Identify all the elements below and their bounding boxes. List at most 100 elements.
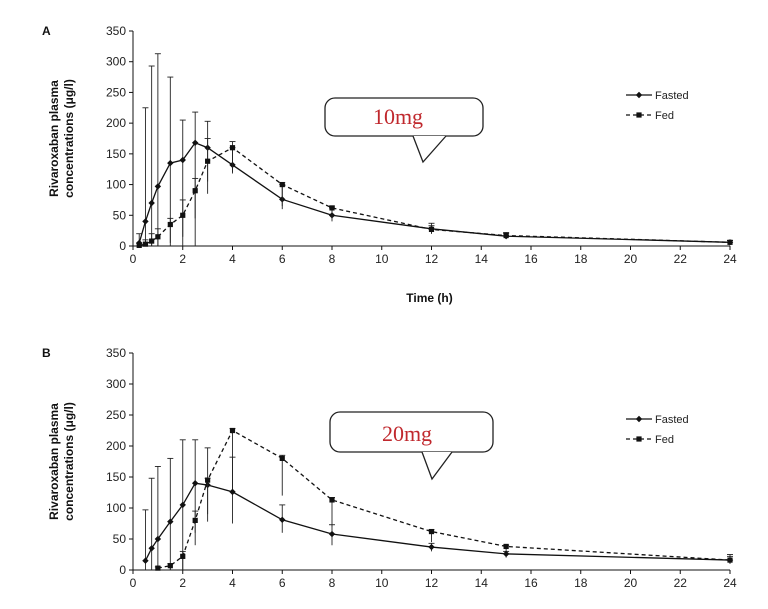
fasted-point-6 — [191, 139, 199, 146]
fasted-point-0 — [142, 557, 149, 564]
legend: Fasted Fed — [626, 90, 689, 122]
fasted-point-7 — [229, 488, 236, 496]
fasted-point-3 — [154, 183, 162, 190]
fasted-point-1 — [142, 218, 149, 225]
legend-fed-label: Fed — [655, 110, 674, 122]
fasted-point-10 — [428, 543, 435, 551]
legend: Fasted Fed — [626, 414, 689, 446]
y-axis-title: Rivaroxaban plasmaconcentrations (μg/l) — [47, 79, 76, 198]
y-tick-label: 350 — [106, 346, 126, 360]
y-tick-label: 0 — [119, 563, 126, 577]
legend-fed-label: Fed — [655, 434, 674, 446]
fed-point-5 — [180, 212, 186, 218]
fed-point-7 — [205, 158, 211, 164]
x-tick-label: 24 — [723, 576, 737, 590]
fasted-line — [144, 482, 731, 561]
x-axis-title: Time (h) — [406, 291, 452, 305]
fed-point-2 — [180, 553, 186, 559]
x-tick-label: 6 — [279, 252, 286, 266]
fed-point-legend — [636, 436, 642, 442]
y-tick-label: 250 — [106, 85, 126, 99]
fasted-point-5 — [179, 156, 186, 164]
fasted-point-9 — [328, 530, 336, 538]
dose-callout: 10mg — [324, 97, 484, 164]
fasted-point-3 — [167, 518, 174, 525]
fed-point-1 — [167, 563, 173, 569]
fed-point-6 — [279, 455, 285, 461]
fed-point-3 — [192, 517, 198, 523]
y-tick-label: 150 — [106, 470, 126, 484]
y-tick-label: 200 — [106, 116, 126, 130]
fed-point-legend — [636, 112, 642, 118]
fasted-point-8 — [279, 516, 286, 523]
x-tick-label: 18 — [574, 576, 588, 590]
fasted-point-4 — [179, 501, 186, 509]
fed-point-6 — [192, 188, 198, 194]
fasted-point-2 — [154, 535, 162, 543]
y-tick-label: 350 — [106, 24, 126, 38]
fed-point-2 — [149, 238, 155, 244]
fed-point-8 — [229, 145, 236, 151]
x-tick-label: 10 — [375, 576, 389, 590]
fed-point-13 — [727, 239, 733, 245]
x-tick-label: 14 — [475, 252, 489, 266]
callout-tail — [421, 451, 453, 481]
fed-point-4 — [205, 477, 211, 483]
y-tick-label: 100 — [106, 501, 126, 515]
x-tick-label: 16 — [524, 252, 538, 266]
legend-fasted-label: Fasted — [655, 414, 689, 426]
x-tick-label: 8 — [329, 252, 336, 266]
x-tick-label: 12 — [425, 576, 439, 590]
x-tick-label: 6 — [279, 576, 286, 590]
y-tick-label: 100 — [106, 178, 126, 192]
y-tick-label: 50 — [113, 532, 127, 546]
callout-text: 20mg — [382, 421, 432, 446]
fasted-point-5 — [191, 480, 199, 487]
y-tick-label: 0 — [119, 239, 126, 253]
y-tick-label: 250 — [106, 408, 126, 422]
x-tick-label: 0 — [130, 252, 137, 266]
fasted-point-4 — [167, 159, 174, 167]
x-tick-label: 24 — [723, 252, 737, 266]
fed-point-12 — [503, 232, 509, 239]
fed-point-1 — [142, 241, 149, 247]
callout-text: 10mg — [373, 104, 423, 129]
fasted-point-legend — [635, 415, 643, 423]
panel-label: A — [42, 24, 51, 38]
x-tick-label: 22 — [674, 576, 688, 590]
x-tick-label: 4 — [229, 252, 236, 266]
fasted-point-2 — [148, 199, 155, 207]
fed-point-10 — [329, 205, 335, 211]
x-tick-label: 10 — [375, 252, 389, 266]
fed-point-7 — [329, 497, 335, 503]
fed-point-8 — [428, 528, 435, 535]
x-tick-label: 12 — [425, 252, 439, 266]
x-tick-label: 20 — [624, 576, 638, 590]
dose-callout: 20mg — [329, 411, 494, 481]
fed-point-3 — [155, 234, 161, 240]
fed-point-9 — [503, 543, 509, 550]
x-tick-label: 22 — [674, 252, 688, 266]
panel-label: B — [42, 346, 51, 360]
fasted-point-1 — [148, 545, 155, 552]
y-tick-label: 300 — [106, 377, 126, 391]
callout-bubble — [324, 97, 484, 137]
callout-bubble — [329, 411, 494, 453]
fasted-line — [138, 142, 731, 244]
fed-point-11 — [428, 226, 435, 233]
fed-point-0 — [155, 565, 161, 571]
y-tick-label: 50 — [113, 208, 127, 222]
fed-point-0 — [136, 242, 142, 248]
y-tick-label: 300 — [106, 55, 126, 69]
x-tick-label: 16 — [524, 576, 538, 590]
x-tick-label: 14 — [475, 576, 489, 590]
callout-tail — [412, 135, 447, 164]
y-tick-label: 150 — [106, 147, 126, 161]
fed-point-5 — [229, 427, 236, 434]
legend-fasted-label: Fasted — [655, 90, 689, 102]
fed-point-4 — [167, 221, 173, 228]
x-tick-label: 4 — [229, 576, 236, 590]
fasted-point-11 — [502, 550, 510, 558]
